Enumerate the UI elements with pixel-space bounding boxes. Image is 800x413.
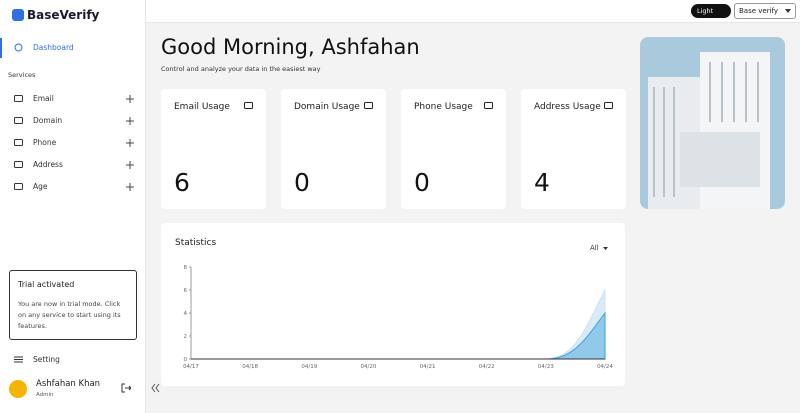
plus-icon — [126, 138, 134, 147]
usage-card: Address Usage 4 — [521, 89, 626, 209]
workspace-select[interactable]: Base verify — [734, 3, 796, 19]
workspace-label: Base verify — [739, 7, 779, 15]
card-icon — [484, 102, 493, 109]
collapse-icon — [151, 383, 160, 393]
nav-service[interactable]: Email — [14, 94, 134, 103]
icon-shape — [14, 95, 23, 102]
nav-service[interactable]: Address — [14, 160, 134, 169]
dashboard-icon — [14, 43, 23, 52]
service-icon — [14, 95, 23, 102]
card-icon — [364, 102, 373, 109]
trial-box: Trial activated You are now in trial mod… — [9, 270, 137, 340]
x-tick-label: 04/17 — [183, 364, 199, 370]
trial-text: You are now in trial mode. Click on any … — [18, 300, 121, 330]
chart-filter[interactable]: All — [590, 244, 599, 252]
plus-shape — [126, 116, 134, 125]
nav-service[interactable]: Phone — [14, 138, 134, 147]
nav-label: Dashboard — [33, 43, 74, 52]
subtitle: Control and analyze your data in the eas… — [161, 65, 321, 73]
plus-shape — [126, 182, 134, 191]
user-role: Admin — [36, 392, 54, 398]
card-label: Phone Usage — [414, 102, 473, 112]
plus-shape — [126, 138, 134, 147]
service-icon — [14, 117, 23, 124]
theme-label: Light — [697, 7, 714, 15]
nav-label: Setting — [33, 355, 60, 364]
setting-icon — [14, 356, 23, 363]
card-value: 0 — [414, 168, 430, 197]
x-tick-label: 04/21 — [420, 364, 436, 370]
card-label: Domain Usage — [294, 102, 360, 112]
plus-shape — [126, 160, 134, 169]
nav-label: Address — [33, 160, 63, 169]
nav-dashboard[interactable]: Dashboard — [14, 43, 134, 52]
nav-label: Phone — [33, 138, 57, 147]
y-tick-label: 4 — [184, 311, 188, 317]
section-label: Services — [8, 71, 36, 79]
x-tick-label: 04/18 — [242, 364, 258, 370]
plus-icon — [126, 160, 134, 169]
y-tick-label: 0 — [184, 357, 188, 363]
nav-service[interactable]: Domain — [14, 116, 134, 125]
service-icon — [14, 161, 23, 168]
usage-card: Phone Usage 0 — [401, 89, 506, 209]
greeting: Good Morning, Ashfahan — [161, 35, 420, 59]
nav-service[interactable]: Age — [14, 182, 134, 191]
y-tick-label: 8 — [184, 265, 188, 271]
card-icon — [604, 102, 613, 109]
usage-card: Email Usage 6 — [161, 89, 266, 209]
service-icon — [14, 139, 23, 146]
theme-toggle[interactable]: Light — [691, 4, 731, 18]
nav-setting[interactable]: Setting — [14, 355, 134, 364]
service-icon — [14, 183, 23, 190]
icon-shape — [364, 102, 373, 109]
plus-icon — [126, 94, 134, 103]
icon-shape — [14, 117, 23, 124]
active-indicator — [0, 38, 2, 58]
icon-shape — [484, 102, 493, 109]
plus-icon — [126, 182, 134, 191]
user-name: Ashfahan Khan — [36, 379, 101, 389]
usage-card: Domain Usage 0 — [281, 89, 386, 209]
card-label: Email Usage — [174, 102, 230, 112]
brand[interactable]: BaseVerify — [27, 8, 100, 22]
y-tick-label: 2 — [184, 334, 188, 340]
icon-shape — [14, 161, 23, 168]
x-tick-label: 04/23 — [538, 364, 554, 370]
card-value: 4 — [534, 168, 550, 197]
logout-icon[interactable] — [121, 383, 131, 393]
chart-title: Statistics — [175, 238, 216, 248]
nav-label: Domain — [33, 116, 63, 125]
caret — [785, 9, 791, 13]
icon-shape — [14, 183, 23, 190]
x-tick-label: 04/20 — [360, 364, 376, 370]
sidebar: BaseVerify Dashboard Services Trial acti… — [0, 0, 146, 413]
filter-caret — [603, 247, 608, 250]
card-value: 6 — [174, 168, 190, 197]
chart: Statistics All 0 2 4 6 8 04/17 04/18 04/19 04/20… — [175, 238, 613, 370]
logo-icon — [12, 9, 24, 21]
nav-label: Age — [33, 182, 48, 191]
series-area — [191, 289, 606, 360]
trial-title: Trial activated — [18, 280, 75, 289]
plus-shape — [126, 94, 134, 103]
series-area — [191, 311, 606, 360]
collapse-button[interactable] — [146, 378, 164, 398]
card-value: 0 — [294, 168, 310, 197]
icon-shape — [14, 139, 23, 146]
card-label: Address Usage — [534, 102, 601, 112]
building-image — [640, 37, 785, 209]
topbar: Light Base verify — [146, 0, 800, 23]
card-icon — [244, 102, 253, 109]
y-tick-label: 6 — [184, 288, 188, 294]
x-tick-label: 04/19 — [301, 364, 317, 370]
x-tick-label: 04/22 — [479, 364, 495, 370]
nav-label: Email — [33, 94, 54, 103]
avatar — [9, 380, 27, 398]
plus-icon — [126, 116, 134, 125]
icon-shape — [244, 102, 253, 109]
icon-shape — [604, 102, 613, 109]
x-tick-label: 04/24 — [597, 364, 613, 370]
